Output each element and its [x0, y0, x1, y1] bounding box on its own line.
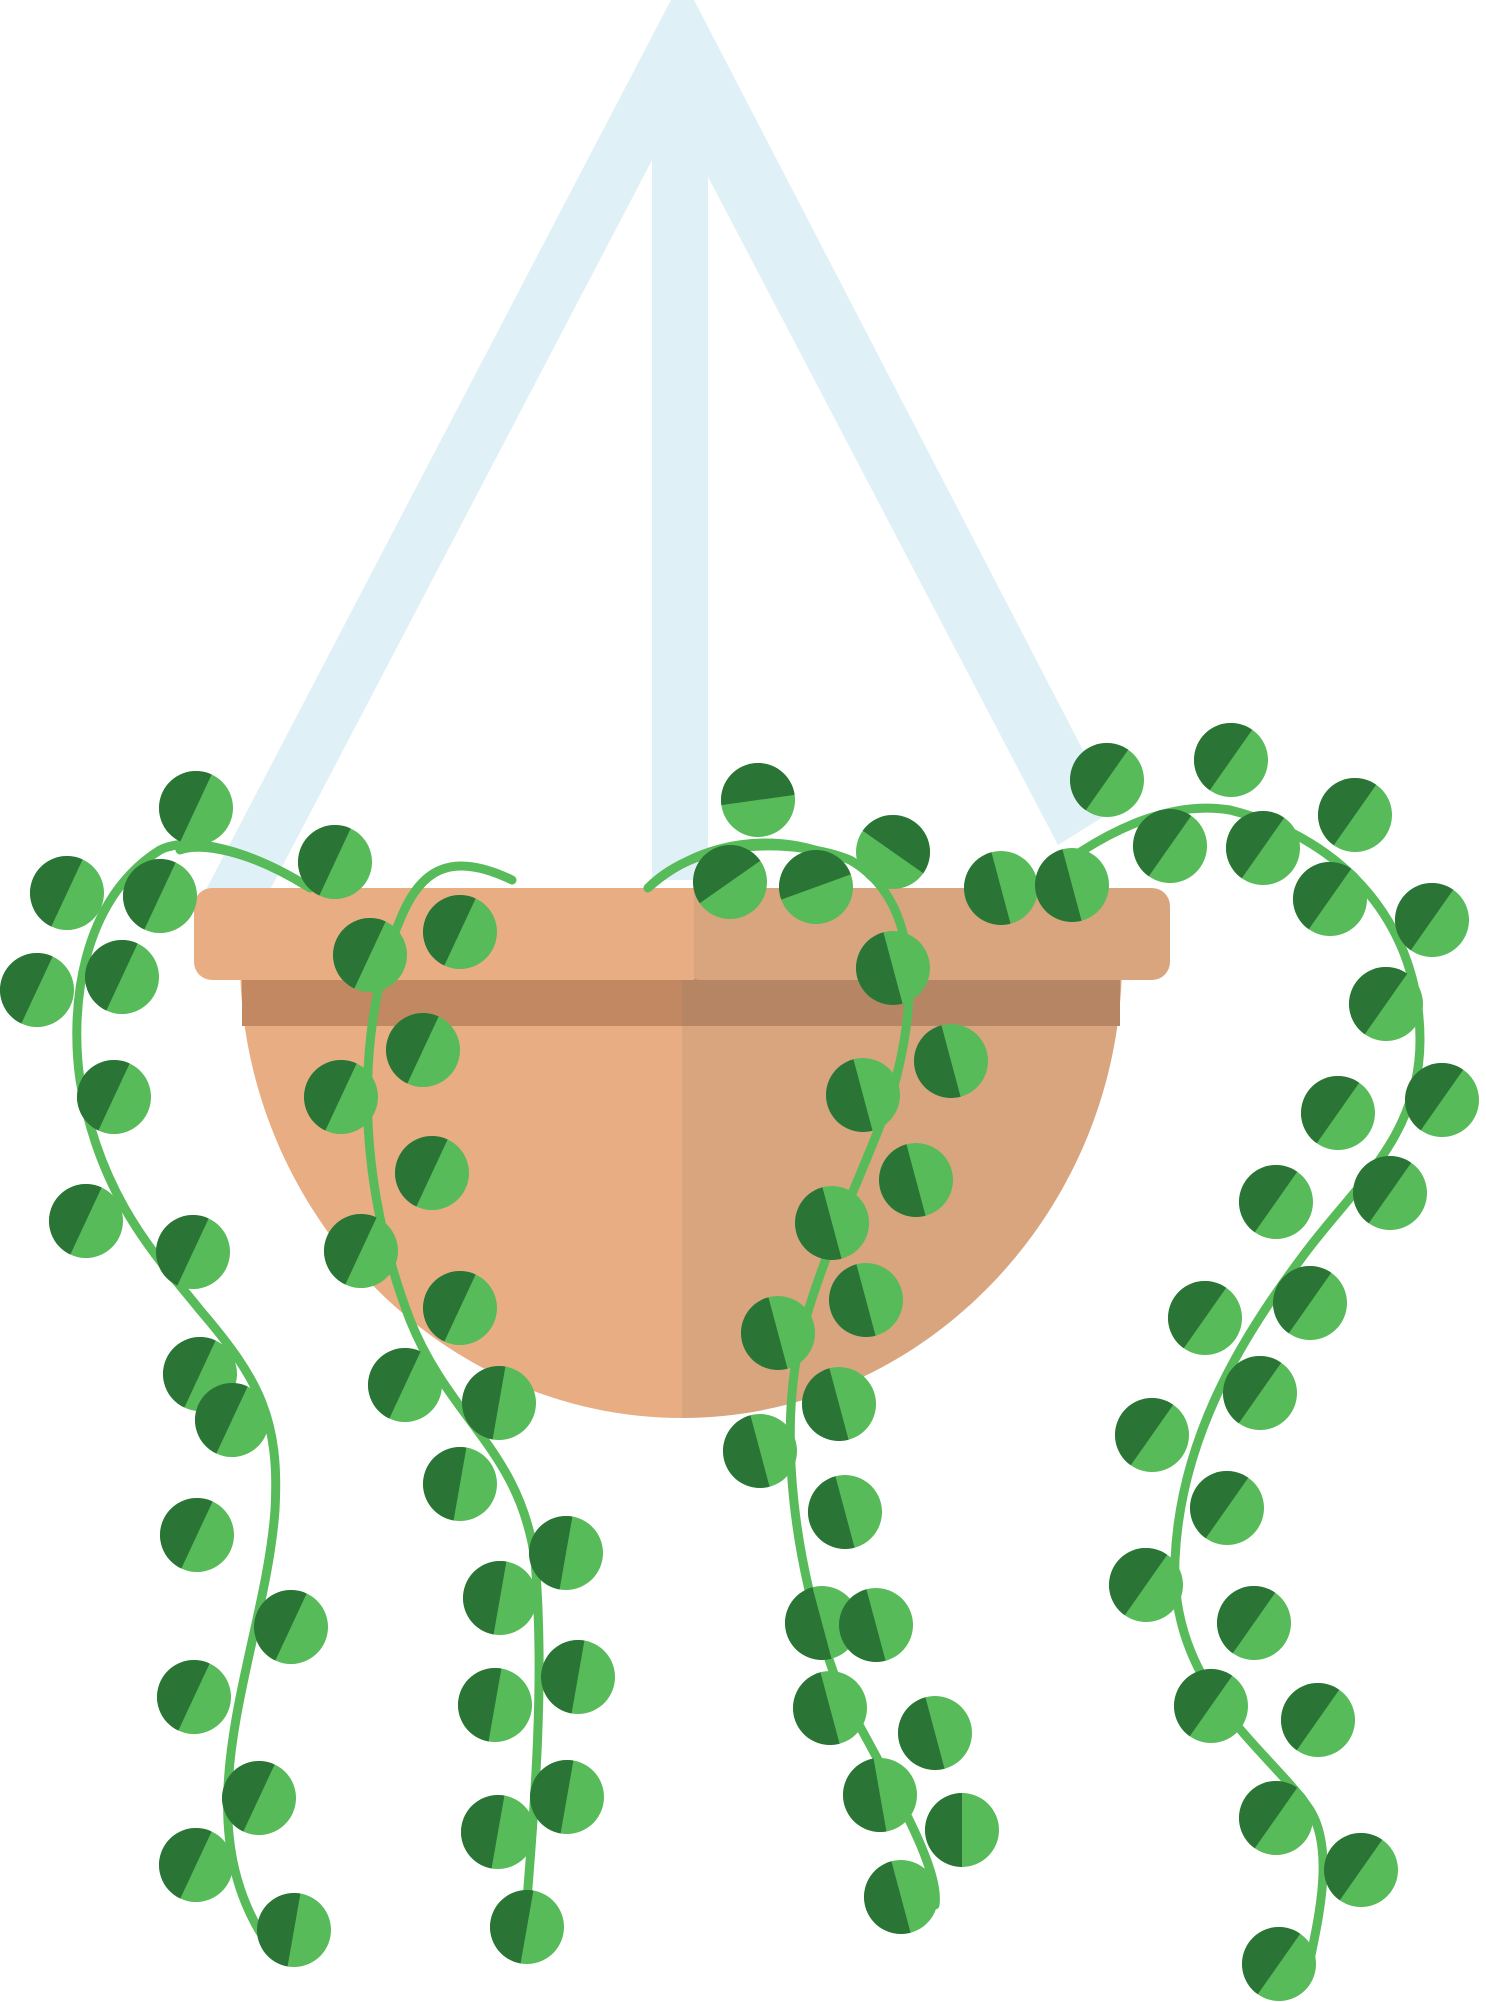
hanger-rope-center — [652, 60, 708, 880]
pearl-leaf — [925, 1793, 999, 1867]
pot-rim-joint — [670, 888, 694, 980]
pot-band-left — [242, 978, 682, 1026]
